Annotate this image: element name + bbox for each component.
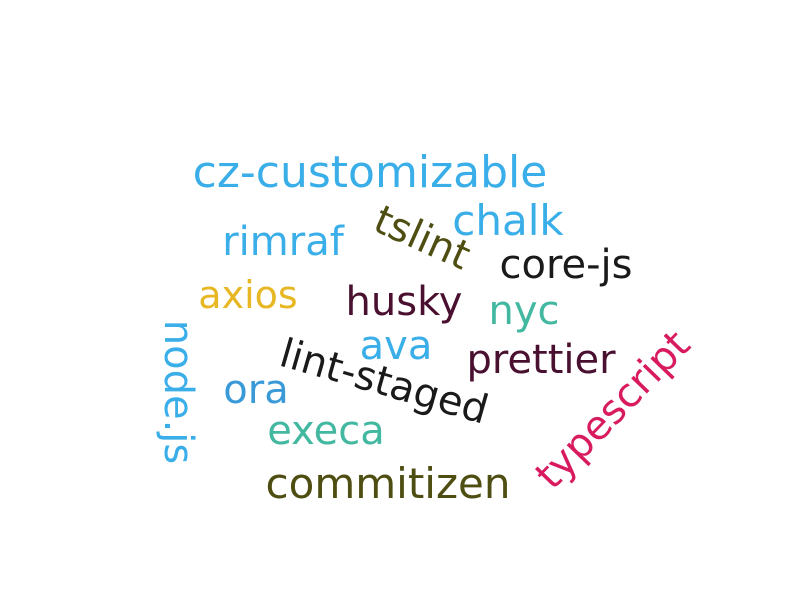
word-commitizen: commitizen [265,459,511,508]
word-execa: execa [267,408,385,454]
word-node-js: node.js [155,319,201,465]
word-ora: ora [223,367,289,413]
word-prettier: prettier [466,337,616,383]
word-nyc: nyc [488,288,560,334]
word-chalk: chalk [452,196,564,245]
word-rimraf: rimraf [222,219,344,265]
word-axios: axios [198,273,298,317]
word-core-js: core-js [499,242,633,288]
word-ava: ava [359,323,433,369]
word-cz-customizable: cz-customizable [192,147,548,198]
word-husky: husky [345,279,463,325]
